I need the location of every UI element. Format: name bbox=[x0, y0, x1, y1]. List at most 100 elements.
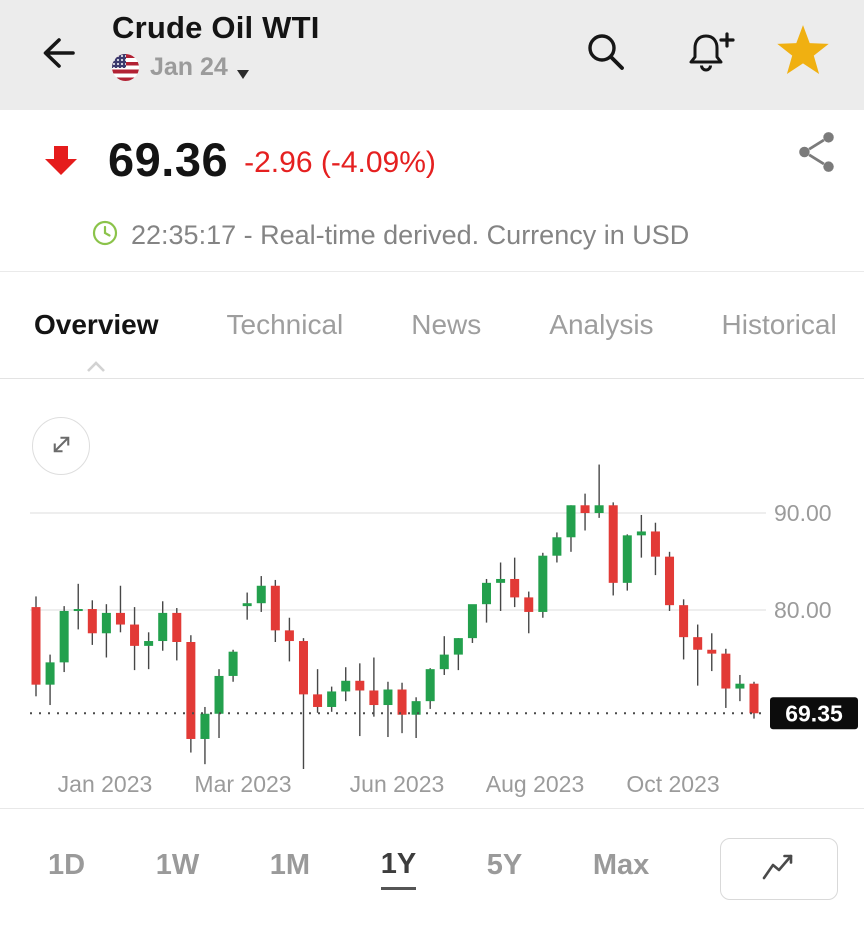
candlestick-chart[interactable]: 90.00 80.00 69.35 Jan 2023 Mar 2023 Jun 2023 A… bbox=[0, 400, 864, 800]
y-axis-label: 80.00 bbox=[774, 597, 832, 623]
candle-body bbox=[721, 653, 731, 689]
chart-type-button[interactable] bbox=[719, 837, 838, 900]
candle-body bbox=[186, 642, 196, 739]
candle-body bbox=[369, 690, 379, 706]
candle-body bbox=[524, 597, 534, 612]
candle-body bbox=[482, 582, 492, 605]
range-1w[interactable]: 1W bbox=[155, 849, 200, 881]
range-1y[interactable]: 1Y bbox=[380, 848, 417, 890]
candle-body bbox=[313, 694, 323, 707]
range-selector-bar: 1D 1W 1M 1Y 5Y Max bbox=[0, 808, 864, 928]
candle-body bbox=[735, 683, 745, 689]
tab-overview[interactable]: Overview bbox=[34, 309, 159, 340]
current-price-tag bbox=[770, 697, 858, 730]
candle-body bbox=[144, 641, 154, 646]
candle-body bbox=[538, 555, 548, 612]
candle-body bbox=[693, 637, 703, 650]
candle-body bbox=[665, 556, 675, 606]
tab-historical[interactable]: Historical bbox=[721, 309, 837, 340]
back-arrow-icon bbox=[36, 37, 80, 78]
candle-body bbox=[608, 505, 618, 583]
tab-news[interactable]: News bbox=[411, 309, 482, 340]
star-icon bbox=[776, 25, 830, 79]
price-row: 69.36 -2.96 (-4.09%) bbox=[44, 132, 436, 187]
fullscreen-chart-button[interactable] bbox=[32, 417, 90, 475]
range-5y[interactable]: 5Y bbox=[486, 849, 523, 881]
add-alert-button[interactable] bbox=[684, 28, 736, 81]
candle-body bbox=[228, 651, 238, 676]
range-max[interactable]: Max bbox=[592, 849, 650, 881]
candle-body bbox=[298, 641, 308, 695]
candle-body bbox=[59, 610, 69, 663]
candle-body bbox=[355, 680, 365, 691]
date-label: Jan 24 bbox=[150, 53, 228, 81]
quote-info-text: 22:35:17 - Real-time derived. Currency i… bbox=[131, 220, 690, 250]
x-axis-label: Jan 2023 bbox=[58, 771, 153, 797]
candle-body bbox=[341, 680, 351, 692]
candle-body bbox=[566, 505, 576, 538]
candle-body bbox=[580, 505, 590, 514]
line-chart-icon bbox=[760, 852, 798, 885]
candle-body bbox=[270, 585, 280, 631]
search-button[interactable] bbox=[582, 28, 630, 79]
candle-body bbox=[158, 612, 168, 642]
range-1m[interactable]: 1M bbox=[269, 849, 311, 881]
back-button[interactable] bbox=[34, 30, 82, 78]
candle-body bbox=[130, 624, 140, 646]
share-button[interactable] bbox=[796, 130, 838, 177]
candle-body bbox=[383, 689, 393, 706]
date-selector[interactable]: Jan 24 bbox=[112, 53, 320, 82]
candle-body bbox=[327, 691, 337, 707]
candle-body bbox=[284, 630, 294, 642]
candle-body bbox=[397, 689, 407, 715]
candle-body bbox=[467, 604, 477, 639]
us-flag-icon bbox=[112, 54, 139, 81]
candle-body bbox=[622, 535, 632, 583]
candle-body bbox=[496, 578, 506, 583]
x-axis-label: Mar 2023 bbox=[194, 771, 291, 797]
x-axis-label: Oct 2023 bbox=[626, 771, 719, 797]
candle-body bbox=[707, 649, 717, 654]
clock-icon bbox=[92, 220, 118, 251]
title-block: Crude Oil WTI Jan 24 bbox=[112, 10, 320, 82]
candle-body bbox=[256, 585, 266, 604]
candle-body bbox=[214, 675, 224, 714]
tab-technical[interactable]: Technical bbox=[226, 309, 344, 340]
price-down-arrow-icon bbox=[44, 144, 78, 176]
candle-body bbox=[87, 609, 97, 634]
candle-body bbox=[749, 683, 759, 714]
candle-body bbox=[650, 531, 660, 557]
x-axis-label: Aug 2023 bbox=[486, 771, 584, 797]
active-tab-chevron-icon bbox=[86, 359, 106, 377]
expand-icon bbox=[48, 431, 75, 461]
search-icon bbox=[582, 34, 630, 79]
price-change: -2.96 (-4.09%) bbox=[244, 145, 436, 179]
candle-body bbox=[172, 612, 182, 642]
bell-plus-icon bbox=[684, 32, 736, 81]
candle-body bbox=[73, 609, 83, 612]
candle-body bbox=[101, 612, 111, 634]
candle-body bbox=[453, 638, 463, 655]
candle-body bbox=[242, 603, 252, 607]
candle-body bbox=[510, 578, 520, 598]
price-section: 69.36 -2.96 (-4.09%) 22:3 bbox=[0, 110, 864, 272]
candle-body bbox=[679, 605, 689, 638]
candle-body bbox=[594, 505, 604, 514]
x-axis-label: Jun 2023 bbox=[350, 771, 445, 797]
page-title: Crude Oil WTI bbox=[112, 10, 320, 45]
quote-info-row: 22:35:17 - Real-time derived. Currency i… bbox=[92, 220, 689, 251]
range-1d[interactable]: 1D bbox=[48, 849, 86, 881]
current-price-label: 69.35 bbox=[785, 700, 843, 726]
candle-body bbox=[636, 531, 646, 536]
favorite-button[interactable] bbox=[776, 24, 830, 79]
chart-section: 90.00 80.00 69.35 Jan 2023 Mar 2023 Jun 2023 A… bbox=[0, 379, 864, 808]
candle-body bbox=[45, 662, 55, 685]
y-axis-label: 90.00 bbox=[774, 500, 832, 526]
tab-analysis[interactable]: Analysis bbox=[549, 309, 654, 340]
candle-body bbox=[411, 701, 421, 715]
candle-body bbox=[425, 669, 435, 702]
candle-body bbox=[552, 537, 562, 556]
share-icon bbox=[796, 132, 838, 177]
app-header: Crude Oil WTI Jan 24 bbox=[0, 0, 864, 110]
